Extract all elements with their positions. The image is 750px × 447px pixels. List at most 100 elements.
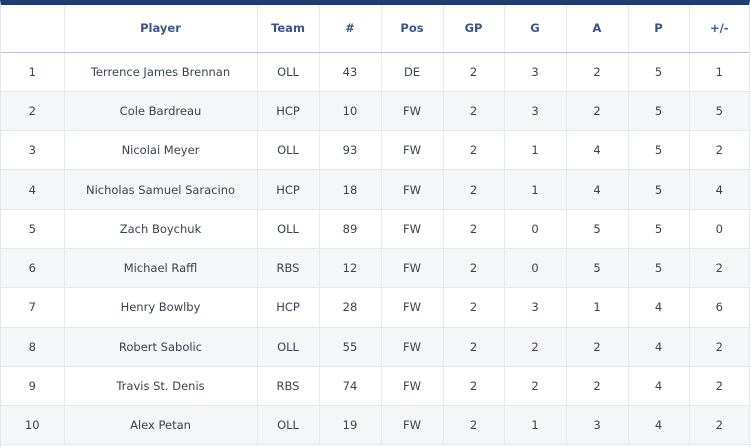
cell-g: 2 — [503, 366, 566, 407]
cell-number: 89 — [318, 209, 381, 249]
cell-p: 4 — [627, 405, 689, 446]
cell-gp: 2 — [442, 248, 504, 289]
cell-player[interactable]: Michael Raffl — [63, 248, 257, 289]
cell-number: 55 — [318, 327, 381, 367]
cell-plus-minus: 2 — [688, 366, 749, 407]
cell-plus-minus: 4 — [688, 169, 749, 210]
cell-plus-minus: 2 — [688, 327, 749, 367]
table-row[interactable]: 6 Michael Raffl RBS 12 FW 2 0 5 5 2 — [1, 248, 749, 289]
table-row[interactable]: 5 Zach Boychuk OLL 89 FW 2 0 5 5 0 — [1, 209, 749, 249]
column-header-player[interactable]: Player — [63, 5, 257, 53]
cell-player[interactable]: Terrence James Brennan — [63, 52, 257, 92]
column-header-rank[interactable] — [1, 5, 64, 53]
cell-team: OLL — [256, 327, 319, 367]
cell-g: 1 — [503, 405, 566, 446]
cell-p: 4 — [627, 366, 689, 407]
cell-pos: FW — [380, 405, 443, 446]
cell-g: 3 — [503, 52, 566, 92]
cell-g: 3 — [503, 287, 566, 328]
cell-p: 5 — [627, 130, 689, 171]
cell-rank: 2 — [1, 91, 64, 132]
table-row[interactable]: 10 Alex Petan OLL 19 FW 2 1 3 4 2 — [1, 405, 749, 446]
cell-player[interactable]: Henry Bowlby — [63, 287, 257, 328]
cell-team: OLL — [256, 130, 319, 171]
column-header-p[interactable]: P — [627, 5, 689, 53]
table-row[interactable]: 1 Terrence James Brennan OLL 43 DE 2 3 2 5 1 — [1, 52, 749, 92]
cell-player[interactable]: Travis St. Denis — [63, 366, 257, 407]
cell-a: 2 — [565, 52, 628, 92]
cell-g: 0 — [503, 248, 566, 289]
cell-gp: 2 — [442, 287, 504, 328]
cell-rank: 4 — [1, 169, 64, 210]
cell-gp: 2 — [442, 209, 504, 249]
cell-player[interactable]: Nicholas Samuel Saracino — [63, 169, 257, 210]
table-row[interactable]: 8 Robert Sabolic OLL 55 FW 2 2 2 4 2 — [1, 327, 749, 367]
table-row[interactable]: 7 Henry Bowlby HCP 28 FW 2 3 1 4 6 — [1, 287, 749, 328]
table-row[interactable]: 2 Cole Bardreau HCP 10 FW 2 3 2 5 5 — [1, 91, 749, 132]
cell-p: 5 — [627, 248, 689, 289]
cell-gp: 2 — [442, 91, 504, 132]
cell-gp: 2 — [442, 405, 504, 446]
cell-team: HCP — [256, 91, 319, 132]
cell-rank: 7 — [1, 287, 64, 328]
cell-rank: 6 — [1, 248, 64, 289]
cell-gp: 2 — [442, 169, 504, 210]
table-body: 1 Terrence James Brennan OLL 43 DE 2 3 2 5 1 2 Cole… — [1, 52, 749, 446]
cell-a: 5 — [565, 248, 628, 289]
cell-gp: 2 — [442, 130, 504, 171]
cell-a: 3 — [565, 405, 628, 446]
column-header-g[interactable]: G — [503, 5, 566, 53]
cell-a: 1 — [565, 287, 628, 328]
cell-p: 5 — [627, 169, 689, 210]
cell-player[interactable]: Alex Petan — [63, 405, 257, 446]
cell-team: OLL — [256, 209, 319, 249]
cell-p: 5 — [627, 209, 689, 249]
cell-pos: FW — [380, 366, 443, 407]
cell-p: 5 — [627, 91, 689, 132]
cell-rank: 1 — [1, 52, 64, 92]
cell-p: 4 — [627, 327, 689, 367]
column-header-gp[interactable]: GP — [442, 5, 504, 53]
cell-player[interactable]: Nicolai Meyer — [63, 130, 257, 171]
table-row[interactable]: 3 Nicolai Meyer OLL 93 FW 2 1 4 5 2 — [1, 130, 749, 171]
cell-pos: FW — [380, 130, 443, 171]
cell-player[interactable]: Zach Boychuk — [63, 209, 257, 249]
cell-g: 1 — [503, 169, 566, 210]
cell-team: HCP — [256, 169, 319, 210]
cell-p: 4 — [627, 287, 689, 328]
cell-plus-minus: 2 — [688, 248, 749, 289]
column-header-plus-minus[interactable]: +/- — [688, 5, 749, 53]
table-header-row: Player Team # Pos GP G A P +/- — [1, 5, 749, 53]
cell-g: 0 — [503, 209, 566, 249]
cell-a: 5 — [565, 209, 628, 249]
column-header-a[interactable]: A — [565, 5, 628, 53]
cell-rank: 8 — [1, 327, 64, 367]
cell-gp: 2 — [442, 327, 504, 367]
column-header-team[interactable]: Team — [256, 5, 319, 53]
cell-pos: FW — [380, 248, 443, 289]
cell-g: 1 — [503, 130, 566, 171]
cell-team: RBS — [256, 248, 319, 289]
cell-pos: FW — [380, 169, 443, 210]
cell-rank: 9 — [1, 366, 64, 407]
cell-rank: 10 — [1, 405, 64, 446]
cell-plus-minus: 2 — [688, 405, 749, 446]
cell-pos: FW — [380, 327, 443, 367]
cell-plus-minus: 5 — [688, 91, 749, 132]
cell-player[interactable]: Cole Bardreau — [63, 91, 257, 132]
column-header-number[interactable]: # — [318, 5, 381, 53]
table-row[interactable]: 9 Travis St. Denis RBS 74 FW 2 2 2 4 2 — [1, 366, 749, 407]
cell-plus-minus: 0 — [688, 209, 749, 249]
cell-pos: DE — [380, 52, 443, 92]
cell-plus-minus: 1 — [688, 52, 749, 92]
cell-team: HCP — [256, 287, 319, 328]
cell-player[interactable]: Robert Sabolic — [63, 327, 257, 367]
table-row[interactable]: 4 Nicholas Samuel Saracino HCP 18 FW 2 1 4 5 4 — [1, 169, 749, 210]
cell-g: 3 — [503, 91, 566, 132]
cell-number: 43 — [318, 52, 381, 92]
column-header-pos[interactable]: Pos — [380, 5, 443, 53]
cell-number: 12 — [318, 248, 381, 289]
cell-g: 2 — [503, 327, 566, 367]
cell-rank: 5 — [1, 209, 64, 249]
